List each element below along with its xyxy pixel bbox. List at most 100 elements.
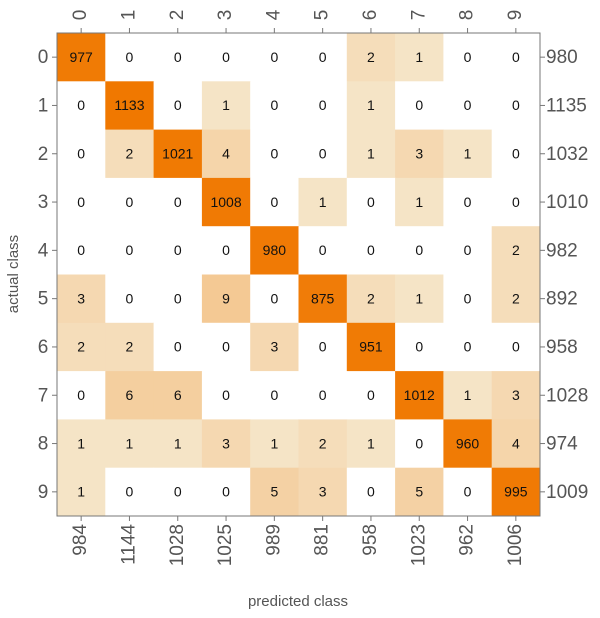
cell <box>346 467 396 517</box>
cell-label: 1008 <box>210 194 241 210</box>
cell <box>201 274 251 324</box>
cell-label: 0 <box>367 242 375 258</box>
cell <box>201 129 251 179</box>
cell <box>491 274 541 324</box>
column-label: 9 <box>505 10 526 21</box>
cell-label: 1 <box>77 435 85 451</box>
row-label: 1 <box>38 95 49 116</box>
cell-label: 1 <box>77 484 85 500</box>
cell <box>395 322 444 372</box>
cell-label: 2 <box>367 290 375 306</box>
cell-label: 6 <box>174 387 182 403</box>
column-total: 1028 <box>167 524 188 566</box>
cell-label: 1021 <box>162 145 193 161</box>
column-label: 0 <box>70 10 91 21</box>
cell-label: 0 <box>174 194 182 210</box>
cell-label: 0 <box>222 484 230 500</box>
cell <box>346 226 396 275</box>
cell <box>443 81 493 131</box>
cell-label: 1012 <box>404 387 435 403</box>
cell-label: 1 <box>415 290 423 306</box>
cell-label: 0 <box>270 145 278 161</box>
cell <box>250 419 299 469</box>
cell-label: 0 <box>464 49 472 65</box>
cell <box>250 371 299 420</box>
cell-label: 2 <box>126 145 134 161</box>
cell <box>443 274 493 324</box>
cell-label: 0 <box>174 97 182 113</box>
cell <box>201 81 251 131</box>
cell <box>443 322 493 372</box>
cell-label: 0 <box>174 49 182 65</box>
row-label: 5 <box>38 289 49 310</box>
cell <box>153 226 203 275</box>
row-label: 9 <box>38 482 49 503</box>
cell <box>105 129 155 179</box>
cell-label: 2 <box>126 339 134 355</box>
cell-label: 0 <box>415 97 423 113</box>
cell <box>298 129 348 179</box>
cell <box>298 322 348 372</box>
cell <box>395 226 444 275</box>
cell <box>57 177 106 227</box>
cell <box>443 226 493 275</box>
cell-label: 4 <box>222 145 230 161</box>
cell <box>201 177 251 227</box>
cell <box>443 371 493 420</box>
cell-label: 0 <box>464 290 472 306</box>
cell <box>346 81 396 131</box>
cell-label: 2 <box>512 290 520 306</box>
row-total: 1135 <box>546 95 587 116</box>
cell-label: 2 <box>319 435 327 451</box>
x-axis-label: predicted class <box>248 593 348 610</box>
cell-label: 0 <box>512 49 520 65</box>
cell <box>201 419 251 469</box>
cell-label: 960 <box>456 435 480 451</box>
cell <box>105 177 155 227</box>
cell-label: 0 <box>367 194 375 210</box>
row-total: 982 <box>546 240 578 261</box>
cell <box>346 419 396 469</box>
cell-label: 0 <box>415 435 423 451</box>
cell <box>346 371 396 420</box>
cell-label: 0 <box>222 387 230 403</box>
cell <box>105 81 155 131</box>
cell <box>443 419 493 469</box>
cell-label: 0 <box>222 242 230 258</box>
row-label: 8 <box>38 434 49 455</box>
cell-label: 5 <box>415 484 423 500</box>
row-total: 1009 <box>546 482 588 503</box>
cell <box>153 467 203 517</box>
cell <box>346 177 396 227</box>
cell-label: 0 <box>270 49 278 65</box>
cell <box>105 467 155 517</box>
cell <box>298 81 348 131</box>
column-total: 881 <box>312 524 333 556</box>
cell <box>57 371 106 420</box>
cell-label: 977 <box>69 49 93 65</box>
cell <box>105 274 155 324</box>
cell <box>57 33 106 82</box>
column-label: 7 <box>408 10 429 21</box>
cell-label: 1 <box>464 387 472 403</box>
cell <box>443 129 493 179</box>
column-total: 984 <box>70 524 91 556</box>
y-axis-label: actual class <box>5 235 22 313</box>
cell <box>57 274 106 324</box>
column-total: 1025 <box>215 524 236 566</box>
cell <box>250 322 299 372</box>
cell <box>57 467 106 517</box>
cell-label: 980 <box>263 242 287 258</box>
cell <box>105 33 155 82</box>
cell <box>250 226 299 275</box>
cell <box>57 322 106 372</box>
cell <box>491 129 541 179</box>
cell-label: 0 <box>464 97 472 113</box>
column-label: 6 <box>360 10 381 21</box>
cell-label: 0 <box>464 339 472 355</box>
row-label: 7 <box>38 385 49 406</box>
cell-label: 1133 <box>114 97 144 113</box>
row-total: 980 <box>546 47 578 68</box>
cell <box>395 81 444 131</box>
